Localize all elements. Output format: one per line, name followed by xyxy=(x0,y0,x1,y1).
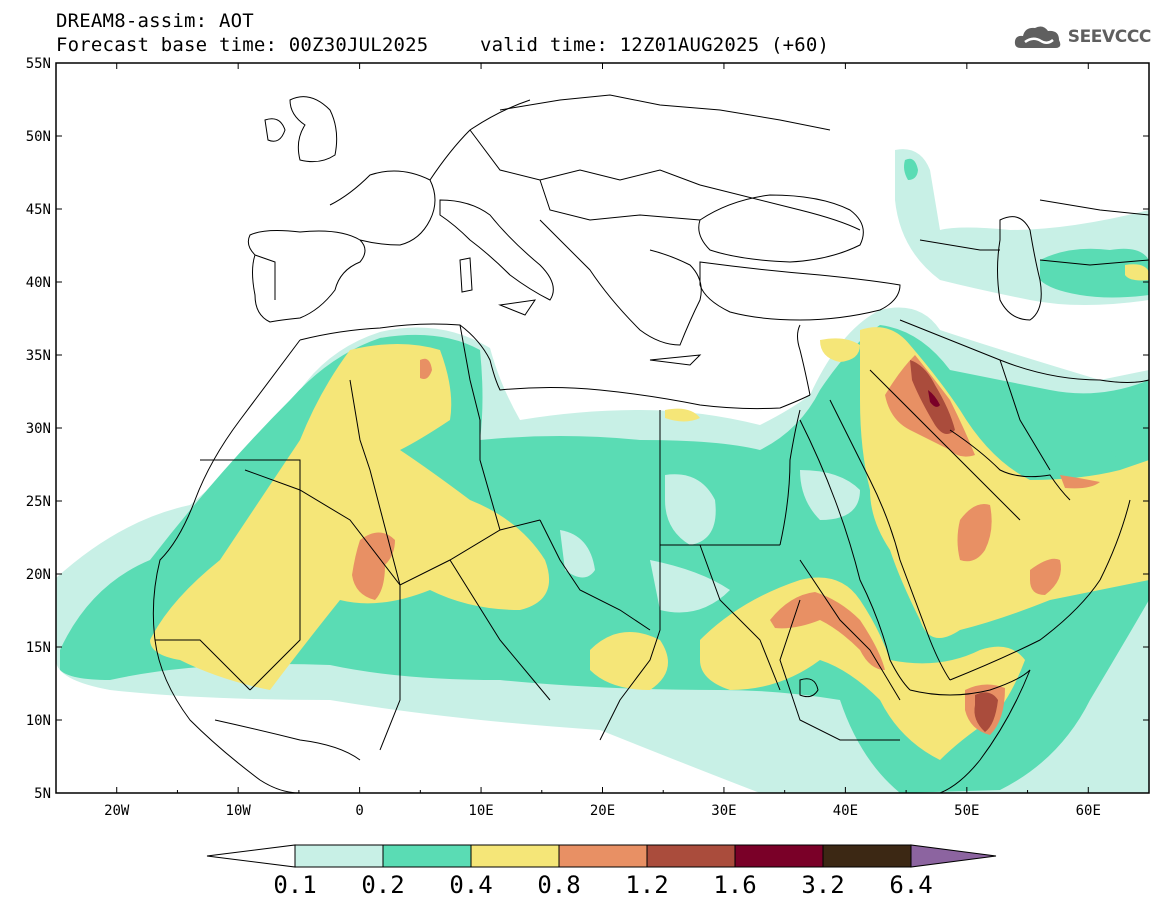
valid-time: valid time: 12Z01AUG2025 (+60) xyxy=(480,34,830,56)
aot-level-0.2 xyxy=(904,158,918,180)
aot-level-0.4 xyxy=(665,408,700,422)
colorbar-underflow-arrow xyxy=(206,844,296,868)
longitude-axis: 20W 10W 0 10E 20E 30E 40E 50E 60E xyxy=(55,63,1150,819)
lat-tick-label: 15N xyxy=(26,640,51,656)
map-title: DREAM8-assim: AOT xyxy=(56,10,254,32)
cloud-logo-icon xyxy=(1014,26,1061,48)
lat-tick-label: 5N xyxy=(34,786,51,802)
colorbar-swatch xyxy=(558,844,648,868)
colorbar-label: 0.4 xyxy=(449,871,492,899)
lon-tick-label: 0 xyxy=(355,803,363,819)
aot-level-0.8 xyxy=(957,504,992,562)
forecast-base-time: Forecast base time: 00Z30JUL2025 xyxy=(56,34,429,56)
lon-tick-label: 10W xyxy=(226,803,252,819)
lon-tick-label: 20E xyxy=(590,803,615,819)
lat-tick-label: 45N xyxy=(26,202,51,218)
aot-level-0.2 xyxy=(1040,248,1149,298)
colorbar-swatch xyxy=(734,844,824,868)
lon-tick-label: 20W xyxy=(104,803,130,819)
lon-tick-label: 30E xyxy=(711,803,736,819)
aot-level-0.4 xyxy=(820,338,860,362)
lon-tick-label: 40E xyxy=(833,803,858,819)
lat-tick-label: 35N xyxy=(26,348,51,364)
aot-level-0.8 xyxy=(352,532,395,600)
colorbar-label: 1.2 xyxy=(625,871,668,899)
lon-tick-label: 10E xyxy=(468,803,493,819)
colorbar-swatch xyxy=(822,844,912,868)
aot-level-1.2 xyxy=(974,692,998,732)
seevccc-logo: SEEVCCC xyxy=(1013,22,1151,52)
aot-level-0.8 xyxy=(1030,558,1061,595)
colorbar: 0.1 0.2 0.4 0.8 1.2 1.6 3.2 6.4 xyxy=(206,844,997,899)
colorbar-label: 0.2 xyxy=(361,871,404,899)
aot-level-1.6 xyxy=(928,390,940,407)
lat-tick-label: 40N xyxy=(26,275,51,291)
colorbar-swatch xyxy=(646,844,736,868)
colorbar-label: 1.6 xyxy=(713,871,756,899)
aot-level-0.4 xyxy=(590,632,668,690)
colorbar-label: 0.1 xyxy=(273,871,316,899)
aot-level-0.8 xyxy=(770,592,885,670)
lat-tick-label: 25N xyxy=(26,494,51,510)
aot-level-0.4 xyxy=(150,344,550,690)
logo-text: SEEVCCC xyxy=(1067,27,1152,47)
lat-tick-label: 30N xyxy=(26,421,51,437)
aot-level-0.4 xyxy=(1125,264,1149,281)
aot-level-0.8 xyxy=(1060,475,1100,489)
lat-tick-label: 10N xyxy=(26,713,51,729)
coastlines-borders xyxy=(152,94,1149,793)
lon-tick-label: 60E xyxy=(1076,803,1101,819)
colorbar-label: 6.4 xyxy=(889,871,932,899)
lat-tick-label: 55N xyxy=(26,56,51,72)
colorbar-label: 0.8 xyxy=(537,871,580,899)
colorbar-swatch xyxy=(382,844,472,868)
lat-tick-label: 50N xyxy=(26,129,51,145)
colorbar-swatch xyxy=(470,844,560,868)
aot-level-0.8 xyxy=(420,358,432,379)
lon-tick-label: 50E xyxy=(954,803,979,819)
colorbar-overflow-arrow xyxy=(910,844,997,868)
lat-tick-label: 20N xyxy=(26,567,51,583)
colorbar-label: 3.2 xyxy=(801,871,844,899)
latitude-axis: 55N 50N 45N 40N 35N 30N 25N 20N 15N 10N 5N xyxy=(26,56,1149,802)
aot-level-0.2 xyxy=(1105,398,1149,470)
colorbar-swatch xyxy=(294,844,384,868)
aot-field xyxy=(56,149,1149,793)
